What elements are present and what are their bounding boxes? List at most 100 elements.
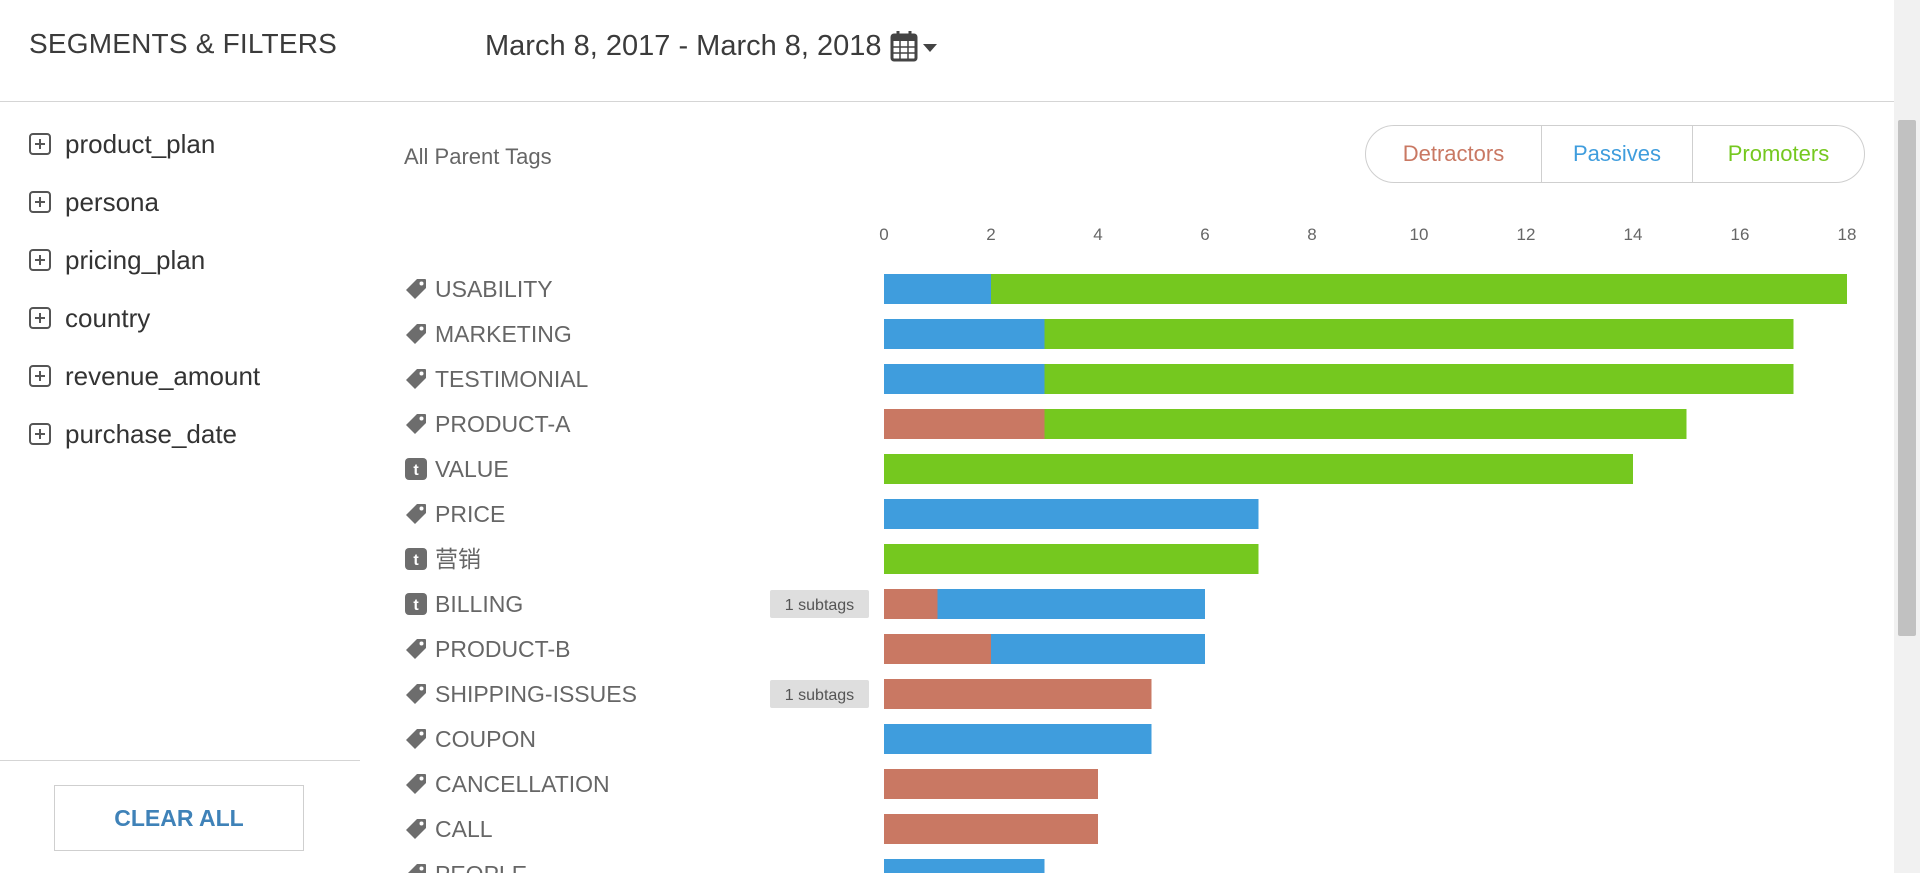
bar-segment-detractors[interactable] [884, 814, 1098, 844]
tag-row-shipping-issues[interactable]: SHIPPING-ISSUES 1 subtags [406, 679, 1152, 709]
tag-row-cancellation[interactable]: CANCELLATION [406, 769, 1098, 799]
tag-row-tag[interactable]: t 营销 [405, 544, 1259, 574]
tag-row-people[interactable]: PEOPLE [406, 859, 1045, 873]
tag-shape [406, 504, 426, 524]
tag-label: PRICE [435, 501, 505, 527]
bar-segment-passives[interactable] [884, 364, 1045, 394]
tag-icon [408, 864, 426, 873]
tag-icon [406, 414, 426, 434]
segment-item-persona[interactable]: persona [29, 182, 159, 222]
tag-shape [406, 819, 426, 839]
segment-label: revenue_amount [65, 360, 261, 391]
tag-label: USABILITY [435, 276, 553, 302]
tag-hole [419, 641, 424, 646]
bar-segment-promoters[interactable] [884, 454, 1633, 484]
segment-item-pricing-plan[interactable]: pricing_plan [29, 240, 205, 280]
segment-item-country[interactable]: country [29, 298, 150, 338]
subtags-badge[interactable]: 1 subtags [770, 590, 869, 618]
tag-row-marketing[interactable]: MARKETING [406, 319, 1794, 349]
subtags-badge-bg [770, 680, 869, 708]
axis-tick-label: 10 [1410, 225, 1429, 244]
t-badge-shape [405, 593, 427, 615]
tag-label: VALUE [435, 456, 509, 482]
caret-down-icon [923, 44, 937, 52]
bar-segment-detractors[interactable] [884, 409, 1045, 439]
bar-segment-detractors[interactable] [884, 634, 991, 664]
subtags-badge-label: 1 subtags [785, 597, 854, 614]
tag-icon [406, 324, 426, 344]
bar-segment-passives[interactable] [884, 499, 1259, 529]
bar-segment-passives[interactable] [937, 589, 1206, 619]
tag-row-price[interactable]: PRICE [406, 499, 1259, 529]
expand-plus-icon [29, 191, 51, 213]
passives-filter-button[interactable]: Passives [1541, 126, 1692, 182]
bar-segment-passives[interactable] [884, 859, 1045, 873]
tag-icon [406, 729, 426, 749]
t-badge-icon: t [405, 458, 427, 480]
tag-hole [419, 686, 424, 691]
tag-hole [419, 821, 424, 826]
tag-row-coupon[interactable]: COUPON [406, 724, 1152, 754]
tag-hole [419, 326, 424, 331]
bar-segment-promoters[interactable] [1044, 319, 1794, 349]
tag-label: MARKETING [435, 321, 572, 347]
tag-shape [406, 639, 426, 659]
expand-plus-icon [29, 307, 51, 329]
segment-item-product-plan[interactable]: product_plan [29, 124, 215, 164]
t-badge-letter: t [413, 597, 419, 614]
bar-segment-promoters[interactable] [1044, 409, 1687, 439]
bar-segment-passives[interactable] [884, 319, 1045, 349]
tag-icon [406, 504, 426, 524]
date-range-label[interactable]: March 8, 2017 - March 8, 2018 [485, 30, 882, 62]
tag-row-product-b[interactable]: PRODUCT-B [406, 634, 1205, 664]
scrollbar-thumb[interactable] [1898, 120, 1916, 636]
tag-icon [406, 774, 426, 794]
tag-label: SHIPPING-ISSUES [435, 681, 637, 707]
tag-shape [406, 774, 426, 794]
page-title: SEGMENTS & FILTERS [29, 28, 338, 59]
bar-segment-detractors[interactable] [884, 769, 1098, 799]
t-badge-shape [405, 458, 427, 480]
bar-segment-detractors[interactable] [884, 589, 938, 619]
tag-row-billing[interactable]: t BILLING 1 subtags [405, 589, 1205, 619]
tag-row-product-a[interactable]: PRODUCT-A [406, 409, 1687, 439]
promoters-filter-button[interactable]: Promoters [1692, 126, 1864, 182]
tag-row-call[interactable]: CALL [406, 814, 1098, 844]
tag-hole [419, 416, 424, 421]
tag-hole [419, 866, 424, 871]
clear-all-button[interactable]: CLEAR ALL [54, 785, 304, 851]
axis-tick-label: 4 [1093, 225, 1102, 244]
sentiment-filter-toggle: Detractors Passives Promoters [1365, 125, 1865, 183]
bar-segment-promoters[interactable] [1044, 364, 1794, 394]
tag-label: 营销 [435, 546, 481, 572]
axis-tick-label: 8 [1307, 225, 1316, 244]
t-badge-icon: t [405, 593, 427, 615]
detractors-filter-button[interactable]: Detractors [1402, 141, 1505, 166]
tag-shape [406, 729, 426, 749]
bar-segment-passives[interactable] [884, 274, 991, 304]
tag-label: CANCELLATION [435, 771, 610, 797]
tag-icon [406, 684, 426, 704]
bar-segment-detractors[interactable] [884, 679, 1152, 709]
bar-segment-passives[interactable] [884, 724, 1152, 754]
segment-label: purchase_date [65, 418, 238, 449]
tag-row-usability[interactable]: USABILITY [406, 274, 1847, 304]
tag-shape [406, 369, 426, 389]
segment-item-purchase-date[interactable]: purchase_date [29, 414, 237, 454]
tag-row-testimonial[interactable]: TESTIMONIAL [406, 364, 1794, 394]
segment-item-revenue-amount[interactable]: revenue_amount [29, 356, 260, 396]
bar-segment-promoters[interactable] [991, 274, 1847, 304]
subtags-badge[interactable]: 1 subtags [770, 680, 869, 708]
sidebar-divider [0, 760, 360, 761]
calendar-icon [890, 31, 918, 62]
tag-shape [408, 864, 426, 873]
tag-hole [419, 731, 424, 736]
bar-segment-passives[interactable] [991, 634, 1205, 664]
axis-tick-label: 14 [1624, 225, 1643, 244]
axis-tick-label: 6 [1200, 225, 1209, 244]
bar-segment-promoters[interactable] [884, 544, 1259, 574]
tag-label: CALL [435, 816, 493, 842]
subtags-badge-bg [770, 590, 869, 618]
date-picker-toggle[interactable] [890, 30, 946, 66]
tag-row-value[interactable]: t VALUE [405, 454, 1633, 484]
